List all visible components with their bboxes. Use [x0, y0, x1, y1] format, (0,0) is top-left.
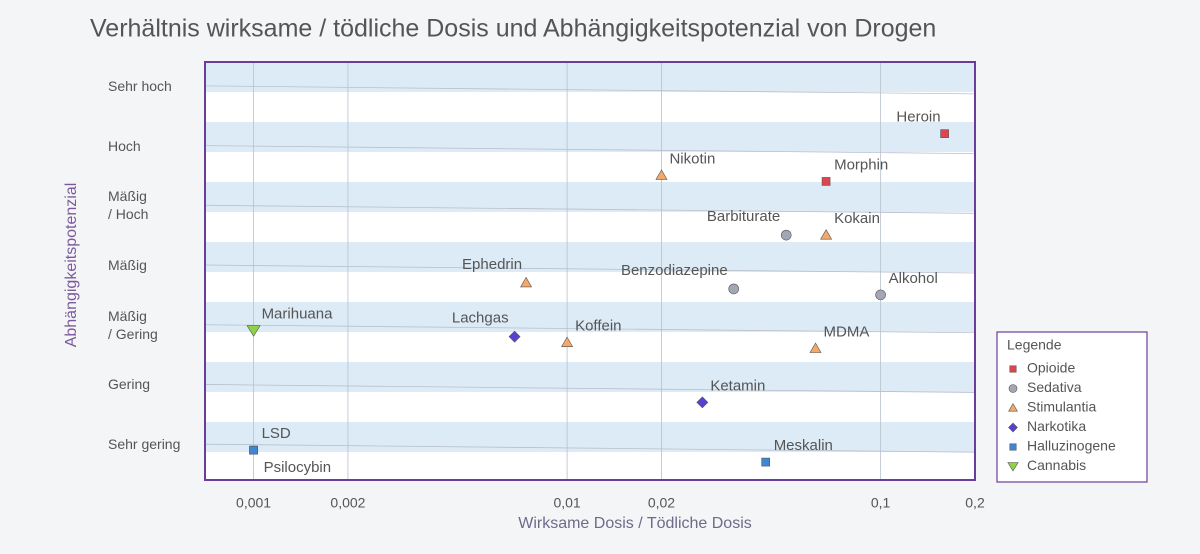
legend-label: Cannabis	[1027, 457, 1086, 473]
point	[780, 229, 792, 241]
point-label: Alkohol	[889, 270, 938, 287]
point-label: Morphin	[834, 156, 888, 173]
point-label: Psilocybin	[264, 459, 332, 476]
point-label: LSD	[262, 425, 291, 442]
x-tick-label: 0,002	[330, 495, 365, 511]
point-label: Ketamin	[710, 377, 765, 394]
x-tick-label: 0,02	[648, 495, 675, 511]
grid-line	[204, 264, 976, 274]
plot-border	[204, 61, 976, 481]
point	[655, 169, 668, 180]
x-tick-label: 0,01	[553, 495, 580, 511]
point	[520, 276, 533, 288]
grid-line	[204, 384, 976, 393]
grid-line	[204, 443, 976, 453]
legend-label: Halluzinogene	[1027, 438, 1116, 454]
point	[249, 445, 258, 455]
point-label: Heroin	[896, 109, 940, 126]
legend-label: Stimulantia	[1027, 399, 1096, 415]
legend-marker	[1008, 384, 1018, 393]
legend-title: Legende	[1007, 337, 1062, 353]
point-label: Barbiturate	[707, 208, 780, 225]
y-tick-label: Hoch	[108, 137, 141, 154]
x-tick-label: 0,001	[236, 495, 271, 511]
point	[940, 129, 949, 138]
point-label: Koffein	[575, 318, 621, 335]
x-tick-label: 0,2	[965, 495, 985, 511]
x-axis-label: Wirksame Dosis / Tödliche Dosis	[518, 515, 752, 532]
legend-label: Opioide	[1027, 360, 1075, 376]
grid-line	[204, 204, 976, 214]
plot-background	[205, 62, 975, 480]
grid-line	[204, 145, 976, 154]
point	[875, 289, 886, 301]
y-tick-label: Mäßig	[108, 257, 147, 274]
point-label: Marihuana	[262, 306, 334, 323]
point-label: Ephedrin	[462, 256, 522, 273]
legend-marker	[1007, 462, 1019, 472]
y-tick-label: Mäßig / Hoch	[108, 188, 149, 223]
point-label: Benzodiazepine	[621, 262, 728, 279]
legend-label: Narkotika	[1027, 418, 1086, 434]
legend-marker	[1009, 365, 1017, 373]
point	[561, 336, 574, 347]
y-tick-label: Sehr gering	[108, 436, 181, 453]
legend-marker	[1009, 443, 1017, 451]
legend-box	[996, 331, 1148, 483]
point	[821, 177, 831, 186]
legend-marker	[1008, 403, 1018, 412]
point-label: Meskalin	[774, 437, 833, 454]
grid-line	[204, 324, 976, 334]
point	[820, 229, 833, 240]
y-tick-label: Mäßig / Gering	[108, 307, 158, 342]
point-label: Kokain	[834, 210, 880, 227]
grid-line	[204, 85, 976, 95]
y-axis-label: Abhängigkeitspotenzial	[63, 183, 80, 348]
point	[508, 330, 521, 343]
point	[728, 283, 740, 295]
y-tick-label: Sehr hoch	[108, 77, 172, 94]
point	[809, 342, 822, 353]
point-label: Lachgas	[452, 310, 509, 327]
point-label: MDMA	[824, 324, 870, 341]
point	[761, 457, 771, 467]
legend-marker	[1008, 422, 1018, 433]
legend-label: Sedativa	[1027, 379, 1082, 395]
point-label: Nikotin	[669, 150, 715, 167]
x-tick-label: 0,1	[871, 495, 891, 511]
chart-title: Verhältnis wirksame / tödliche Dosis und…	[90, 15, 936, 43]
point	[246, 325, 261, 337]
y-tick-label: Gering	[108, 376, 151, 393]
point	[696, 396, 709, 409]
